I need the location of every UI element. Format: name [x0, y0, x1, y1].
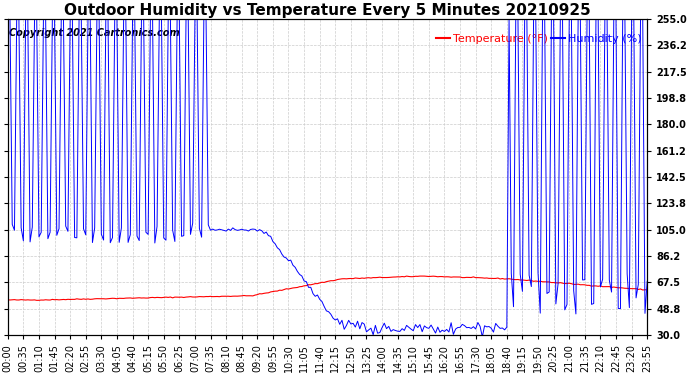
Legend: Temperature (°F), Humidity (%): Temperature (°F), Humidity (%): [437, 34, 642, 44]
Line: Temperature (°F): Temperature (°F): [8, 276, 647, 300]
Temperature (°F): [3, 298, 12, 302]
Humidity (%): [643, 279, 651, 284]
Temperature (°F): [643, 288, 651, 292]
Temperature (°F): [61, 297, 70, 302]
Humidity (%): [589, 301, 598, 306]
Text: Copyright 2021 Cartronics.com: Copyright 2021 Cartronics.com: [9, 28, 179, 38]
Humidity (%): [478, 334, 486, 339]
Humidity (%): [543, 291, 551, 296]
Humidity (%): [554, 282, 562, 286]
Temperature (°F): [556, 280, 564, 285]
Humidity (%): [3, 17, 12, 21]
Temperature (°F): [329, 279, 337, 283]
Humidity (%): [569, 288, 578, 293]
Temperature (°F): [545, 280, 553, 284]
Temperature (°F): [418, 274, 426, 278]
Temperature (°F): [572, 282, 580, 286]
Line: Humidity (%): Humidity (%): [8, 19, 647, 337]
Humidity (%): [59, 17, 68, 21]
Temperature (°F): [32, 298, 41, 303]
Title: Outdoor Humidity vs Temperature Every 5 Minutes 20210925: Outdoor Humidity vs Temperature Every 5 …: [64, 3, 591, 18]
Humidity (%): [326, 312, 335, 316]
Temperature (°F): [592, 284, 600, 288]
